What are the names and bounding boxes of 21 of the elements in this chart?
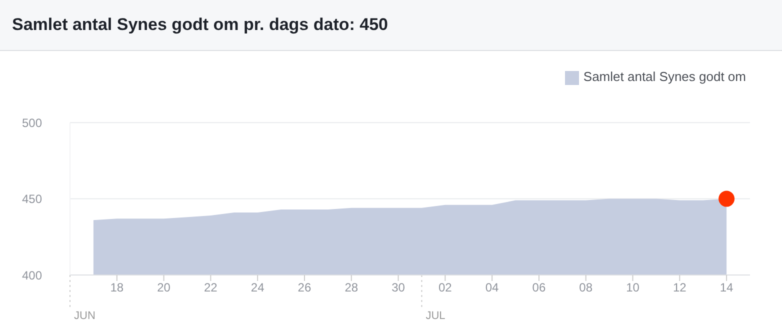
x-tick-label: 06 <box>532 280 546 295</box>
y-tick-label: 400 <box>22 268 42 282</box>
x-tick-label: 02 <box>438 280 452 295</box>
x-tick-label: 18 <box>110 280 124 295</box>
x-tick-label: 08 <box>579 280 593 295</box>
ref-line-label: JUL <box>426 310 446 322</box>
chart-title: Samlet antal Synes godt om pr. dags dato: 450 <box>0 0 782 51</box>
x-tick-label: 28 <box>344 280 358 295</box>
x-tick-label: 10 <box>626 280 640 295</box>
x-tick-label: 14 <box>720 280 734 295</box>
x-tick-label: 24 <box>250 280 265 295</box>
y-tick-label: 500 <box>22 116 42 130</box>
x-tick-label: 22 <box>204 280 218 295</box>
legend-label: Samlet antal Synes godt om <box>583 69 746 84</box>
x-tick-label: 04 <box>485 280 500 295</box>
x-tick-label: 12 <box>672 280 687 295</box>
x-tick-label: 20 <box>157 280 171 295</box>
x-tick-label: 30 <box>392 280 406 295</box>
ref-line-label: JUN <box>74 310 96 322</box>
y-tick-label: 450 <box>22 192 42 206</box>
x-tick-label: 26 <box>298 280 312 295</box>
